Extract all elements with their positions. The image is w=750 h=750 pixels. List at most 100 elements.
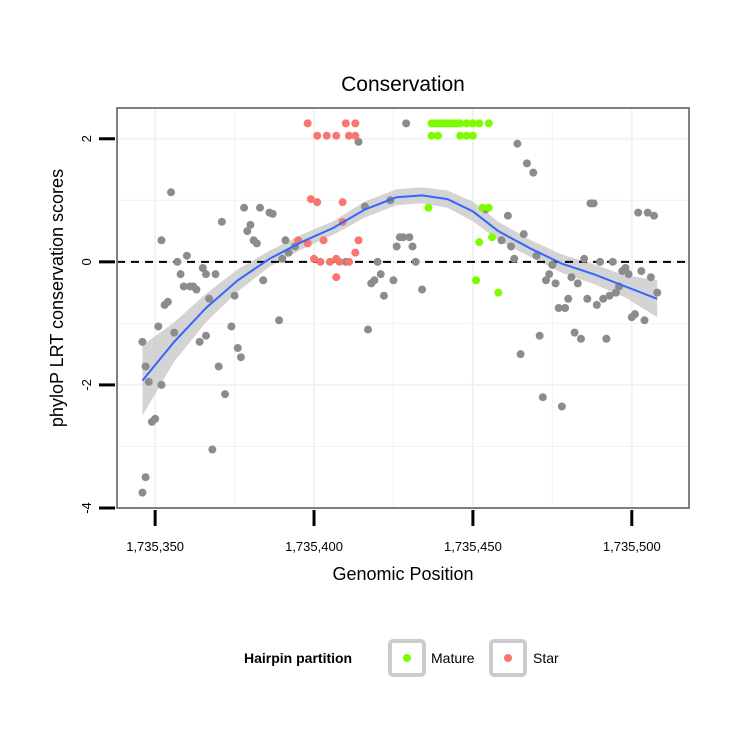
data-point — [510, 254, 519, 263]
data-point — [576, 334, 585, 343]
data-point — [170, 328, 179, 337]
data-point — [535, 331, 544, 340]
data-point — [138, 337, 147, 346]
data-point — [538, 393, 547, 402]
data-point — [392, 242, 401, 251]
data-point — [589, 199, 598, 208]
data-point-mature — [424, 203, 433, 212]
data-point — [144, 377, 153, 386]
legend-swatch-star — [504, 654, 512, 662]
data-point — [529, 168, 538, 177]
data-point — [561, 304, 570, 312]
data-point-mature — [433, 131, 442, 140]
data-point — [513, 139, 522, 148]
data-point — [548, 260, 557, 269]
data-point — [157, 236, 166, 245]
data-point-star — [351, 248, 360, 257]
legend-label-star: Star — [533, 650, 559, 666]
data-point — [227, 322, 236, 331]
data-point-star — [351, 119, 360, 128]
confidence-band — [142, 187, 658, 416]
data-point — [497, 236, 506, 245]
data-point — [542, 276, 550, 285]
data-point-star — [335, 257, 344, 266]
data-point — [195, 337, 204, 346]
data-point-mature — [468, 131, 477, 140]
data-point — [570, 328, 579, 337]
data-point — [198, 264, 207, 272]
data-point — [516, 350, 525, 359]
data-point-star — [306, 195, 315, 204]
data-point — [259, 276, 268, 285]
x-axis-title: Genomic Position — [332, 564, 473, 584]
data-point — [246, 220, 255, 229]
data-point — [252, 239, 261, 248]
data-point — [201, 270, 210, 279]
data-point-star — [319, 236, 328, 245]
y-axis: -4 -2 0 2 — [79, 135, 115, 514]
data-point — [583, 294, 592, 303]
data-point — [201, 331, 210, 340]
y-tick-label: 0 — [79, 258, 94, 265]
data-point — [236, 353, 245, 362]
x-tick-label: 1,735,450 — [444, 539, 502, 554]
chart-title: Conservation — [341, 73, 465, 96]
data-point — [167, 188, 176, 197]
data-point — [551, 279, 560, 288]
data-point — [192, 285, 201, 294]
x-tick-label: 1,735,400 — [285, 539, 343, 554]
data-point — [408, 242, 417, 251]
data-point — [208, 445, 217, 454]
panel — [116, 107, 690, 509]
legend-item-mature: Mature — [388, 639, 475, 677]
data-point — [256, 203, 264, 212]
data-point — [573, 279, 582, 288]
data-point — [580, 254, 589, 263]
smooth-line — [141, 194, 658, 382]
data-point — [268, 209, 277, 218]
y-tick-label: 2 — [79, 135, 94, 142]
data-point — [621, 264, 630, 272]
data-point — [138, 488, 147, 497]
data-point-star — [338, 198, 347, 207]
data-point-mature — [475, 238, 484, 247]
data-point-mature — [456, 119, 465, 128]
data-point — [389, 276, 398, 285]
data-point — [157, 380, 166, 389]
data-point — [173, 257, 182, 266]
data-point — [176, 270, 185, 279]
data-point — [611, 288, 620, 297]
data-point-star — [344, 257, 353, 266]
data-point — [564, 294, 573, 303]
legend-title: Hairpin partition — [244, 650, 352, 666]
data-point-mature — [484, 203, 493, 212]
data-point — [373, 257, 382, 266]
data-point-star — [341, 119, 350, 128]
y-tick-label: -2 — [79, 379, 94, 391]
data-point — [630, 310, 639, 319]
data-point-mature — [462, 119, 471, 128]
x-axis: 1,735,350 1,735,400 1,735,450 1,735,500 — [126, 510, 661, 554]
data-point — [646, 273, 655, 282]
data-point — [411, 257, 420, 266]
data-point — [278, 254, 287, 263]
data-point — [545, 270, 554, 279]
data-point-star — [316, 257, 325, 266]
data-point-mature — [494, 288, 503, 297]
data-point — [379, 291, 388, 300]
x-tick-label: 1,735,350 — [126, 539, 184, 554]
smooth-line-path — [141, 194, 658, 382]
data-point — [230, 291, 239, 300]
data-point-mature — [487, 233, 496, 242]
data-point — [605, 291, 614, 300]
data-point — [634, 208, 643, 217]
data-point-mature — [427, 131, 436, 140]
data-point-star — [351, 131, 360, 140]
data-point — [602, 334, 611, 343]
legend-item-star: Star — [489, 639, 559, 677]
data-point — [240, 203, 249, 212]
data-point — [637, 267, 646, 276]
data-point — [643, 208, 652, 217]
panel-border — [116, 107, 690, 509]
